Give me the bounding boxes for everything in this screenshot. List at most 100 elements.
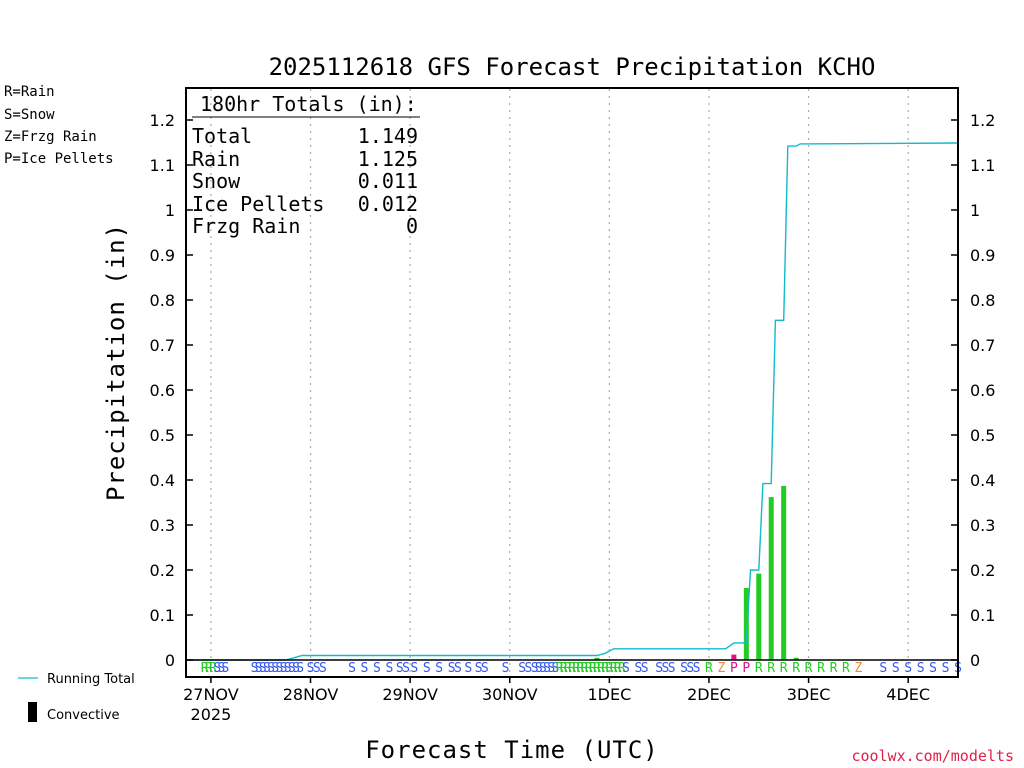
ptype-marker-57: R [610, 661, 618, 676]
ptype-marker-54: R [597, 661, 605, 676]
ptype-marker-24: S [385, 661, 393, 676]
ptype-marker-73: R [755, 661, 763, 676]
running-total-polyline [186, 142, 959, 661]
x-tick-label-4: 1DEC [587, 685, 631, 704]
y-tick-label-left-4: 0.4 [150, 471, 175, 490]
ptype-marker-33: S [475, 661, 483, 676]
ptype-marker-19: S [313, 661, 321, 676]
ptype-marker-48: R [572, 661, 580, 676]
y-tick-label-right-11: 1.1 [970, 156, 995, 175]
legend-frzg-rain: Z=Frzg Rain [4, 129, 97, 145]
y-tick-label-left-5: 0.5 [150, 426, 175, 445]
credit-text: coolwx.com/modelts [851, 747, 1014, 765]
y-tick-label-left-6: 0.6 [150, 381, 175, 400]
y-tick-label-right-12: 1.2 [970, 111, 995, 130]
x-tick-label-2: 29NOV [382, 685, 438, 704]
ptype-marker-5: S [222, 661, 230, 676]
ptype-marker-3: S [213, 661, 221, 676]
y-tick-label-left-10: 1 [165, 201, 175, 220]
ptype-marker-70: Z [718, 661, 726, 676]
grid-lines [210, 89, 909, 676]
ptype-marker-31: S [454, 661, 462, 676]
ptype-marker-66: S [680, 661, 688, 676]
y-tick-label-left-8: 0.8 [150, 291, 175, 310]
ptype-marker-40: S [539, 661, 547, 676]
ptype-marker-13: S [280, 661, 288, 676]
ptype-marker-1: R [205, 661, 213, 676]
ptype-marker-36: S [518, 661, 526, 676]
ptype-marker-58: R [614, 661, 622, 676]
ptype-marker-23: S [373, 661, 381, 676]
ptype-marker-15: S [288, 661, 296, 676]
ptype-marker-30: S [448, 661, 456, 676]
ptype-marker-63: S [655, 661, 663, 676]
ptype-marker-78: R [817, 661, 825, 676]
ptype-marker-42: S [547, 661, 555, 676]
y-tick-label-left-12: 1.2 [150, 111, 175, 130]
ptype-marker-51: R [585, 661, 593, 676]
ptype-marker-79: R [830, 661, 838, 676]
x-tick-label-0: 27NOV [183, 685, 239, 704]
ptype-marker-32: S [464, 661, 472, 676]
bars [594, 485, 799, 660]
y-tick-label-left-9: 0.9 [150, 246, 175, 265]
y-ticks-left: 0 0.1 0.2 0.3 0.4 0.5 0.6 0.7 0.8 0.9 1 1.1 1.2 [150, 111, 193, 670]
totals-value-ice-pellets: 0.012 [358, 192, 418, 216]
y-tick-label-left-2: 0.2 [150, 561, 175, 580]
chart-title: 2025112618 GFS Forecast Precipitation KC… [269, 53, 876, 81]
totals-value-total: 1.149 [358, 124, 418, 148]
y-tick-label-right-6: 0.6 [970, 381, 995, 400]
ptype-marker-21: S [348, 661, 356, 676]
ptype-marker-26: S [402, 661, 410, 676]
y-tick-label-left-7: 0.7 [150, 336, 175, 355]
ptype-marker-77: R [805, 661, 813, 676]
running-total-line [186, 142, 959, 661]
ptype-marker-85: S [917, 661, 925, 676]
ptype-marker-59: R [618, 661, 626, 676]
ptype-marker-7: S [255, 661, 263, 676]
ptype-marker-27: S [410, 661, 418, 676]
ptype-marker-53: R [593, 661, 601, 676]
ptype-marker-45: R [560, 661, 568, 676]
ptype-marker-71: P [730, 661, 738, 676]
ptype-marker-50: R [581, 661, 589, 676]
legend-snow: S=Snow [4, 107, 55, 123]
x-tick-label-6: 3DEC [787, 685, 831, 704]
ptype-marker-55: R [601, 661, 609, 676]
ptype-marker-72: P [742, 661, 750, 676]
y-tick-label-right-5: 0.5 [970, 426, 995, 445]
x-tick-sublabel-0: 2025 [191, 705, 232, 724]
ptype-marker-9: S [263, 661, 271, 676]
x-tick-label-7: 4DEC [886, 685, 930, 704]
ptype-marker-84: S [904, 661, 912, 676]
ptype-marker-14: S [284, 661, 292, 676]
ptype-marker-44: R [556, 661, 564, 676]
totals-label-rain: Rain [192, 147, 240, 171]
ptype-marker-65: S [668, 661, 676, 676]
y-tick-label-right-3: 0.3 [970, 516, 995, 535]
totals-header: 180hr Totals (in): [200, 92, 417, 116]
ptype-marker-11: S [271, 661, 279, 676]
x-tick-label-5: 2DEC [687, 685, 731, 704]
x-axis-label: Forecast Time (UTC) [365, 736, 659, 764]
ptype-marker-10: S [267, 661, 275, 676]
totals-value-snow: 0.011 [358, 169, 418, 193]
ptype-marker-81: Z [854, 661, 862, 676]
y-tick-label-right-7: 0.7 [970, 336, 995, 355]
convective-legend-label: Convective [47, 708, 120, 723]
precip-bar-1 [731, 654, 737, 660]
ptype-marker-39: S [535, 661, 543, 676]
y-tick-label-right-10: 1 [970, 201, 980, 220]
ptype-marker-0: R [201, 661, 209, 676]
x-tick-label-1: 28NOV [283, 685, 339, 704]
ptype-marker-56: R [605, 661, 613, 676]
y-tick-label-right-1: 0.1 [970, 606, 995, 625]
precip-bar-2 [743, 588, 749, 660]
ptype-marker-83: S [892, 661, 900, 676]
totals-box: 180hr Totals (in): Total 1.149 Rain 1.12… [192, 92, 420, 238]
y-tick-label-left-0: 0 [165, 651, 175, 670]
ptype-marker-8: S [259, 661, 267, 676]
ptype-marker-49: R [576, 661, 584, 676]
precip-bar-5 [781, 485, 787, 660]
